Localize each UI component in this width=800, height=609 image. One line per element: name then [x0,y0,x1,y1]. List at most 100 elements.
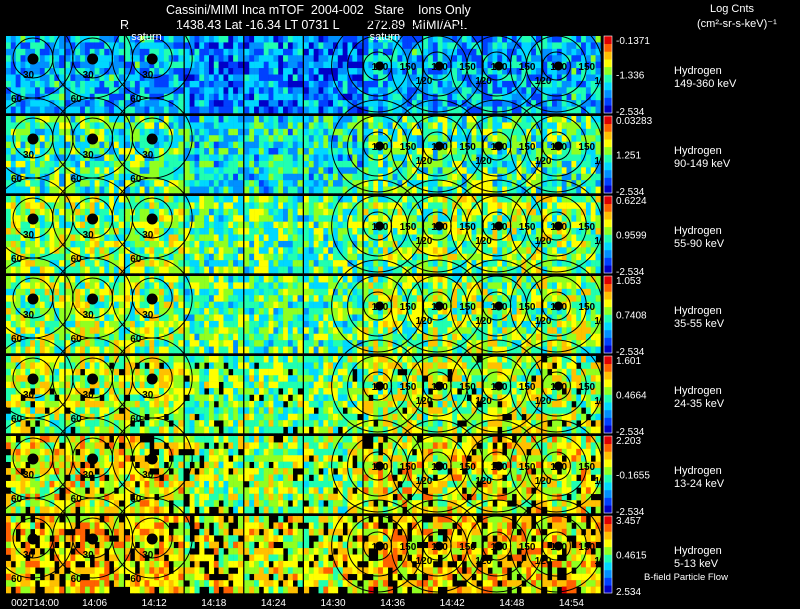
pixel-cell [39,288,45,296]
pixel-cell [502,202,508,210]
pixel-cell [233,116,239,123]
pixel-cell [99,234,105,242]
pixel-cell [590,196,596,203]
pixel-cell [134,295,140,302]
pixel-cell [397,260,403,267]
pixel-cell [168,282,174,290]
pixel-cell [204,106,210,114]
pixel-cell [526,100,532,107]
pixel-cell [249,295,255,302]
pixel-cell [278,260,284,267]
pixel-cell [585,141,592,149]
pixel-cell [552,74,558,82]
pixel-cell [104,135,110,142]
pixel-cell [333,173,339,181]
pixel-cell [109,260,115,267]
pixel-cell [552,36,558,43]
pixel-cell [363,154,369,162]
pixel-cell [581,247,587,255]
pixel-cell [254,228,260,235]
pixel-cell [382,122,389,130]
pixel-cell [204,74,210,82]
pixel-cell [535,55,542,62]
pixel-cell [342,122,348,130]
pixel-cell [6,61,12,69]
pixel-cell [402,55,408,62]
pixel-cell [80,247,86,255]
pixel-cell [304,180,310,187]
pixel-cell [104,180,110,187]
pixel-cell [54,61,60,69]
pixel-cell [337,202,343,210]
pixel-cell [233,36,239,43]
pixel-cell [411,141,418,149]
pixel-cell [228,116,234,123]
pixel-cell [244,240,250,248]
pixel-cell [432,186,438,194]
pixel-cell [452,135,458,142]
pixel-cell [357,253,363,261]
pixel-cell [278,36,284,43]
pixel-cell [35,196,41,203]
pixel-cell [411,234,418,242]
pixel-cell [447,48,453,56]
pixel-cell [357,128,363,136]
pixel-cell [199,128,205,136]
pixel-cell [168,215,174,222]
pixel-cell [337,247,343,255]
pixel-cell [163,288,169,296]
pixel-cell [457,208,463,216]
pixel-cell [476,128,482,136]
pixel-cell [556,215,563,222]
pixel-cell [204,308,210,315]
pixel-cell [10,234,16,242]
pixel-cell [308,240,314,248]
pixel-cell [328,208,334,216]
pixel-cell [287,247,294,255]
pixel-cell [476,215,482,222]
pixel-cell [263,116,269,123]
pixel-cell [113,228,120,235]
pixel-cell [10,228,16,235]
pixel-cell [511,36,517,43]
pixel-cell [213,333,219,341]
pixel-cell [59,208,65,216]
pixel-cell [44,160,50,168]
pixel-cell [595,180,601,187]
pixel-cell [189,266,195,274]
pixel-cell [94,167,100,175]
pixel-cell [178,116,184,123]
pixel-cell [373,234,379,242]
pixel-cell [506,116,513,123]
pixel-cell [208,276,215,283]
pixel-cell [278,148,284,155]
pixel-cell [428,228,434,235]
pixel-cell [457,93,463,101]
pixel-cell [407,208,413,216]
pixel-cell [416,68,422,75]
pixel-cell [542,106,548,114]
pixel-cell [80,122,86,130]
pixel-cell [213,276,219,283]
pixel-cell [258,186,265,194]
pixel-cell [373,180,379,187]
pixel-cell [144,116,150,123]
pixel-cell [457,160,463,168]
pixel-cell [189,340,195,347]
pixel-cell [576,100,582,107]
pixel-cell [333,68,339,75]
pixel-cell [144,240,150,248]
pixel-cell [531,141,537,149]
pixel-cell [590,68,596,75]
pixel-cell [168,228,174,235]
pixel-cell [118,208,124,216]
pixel-cell [35,260,41,267]
pixel-cell [144,276,150,283]
pixel-cell [581,116,587,123]
pixel-cell [204,68,210,75]
pixel-cell [387,100,393,107]
pixel-cell [428,87,434,95]
pixel-cell [278,228,284,235]
pixel-cell [39,122,45,130]
pixel-cell [437,87,443,95]
